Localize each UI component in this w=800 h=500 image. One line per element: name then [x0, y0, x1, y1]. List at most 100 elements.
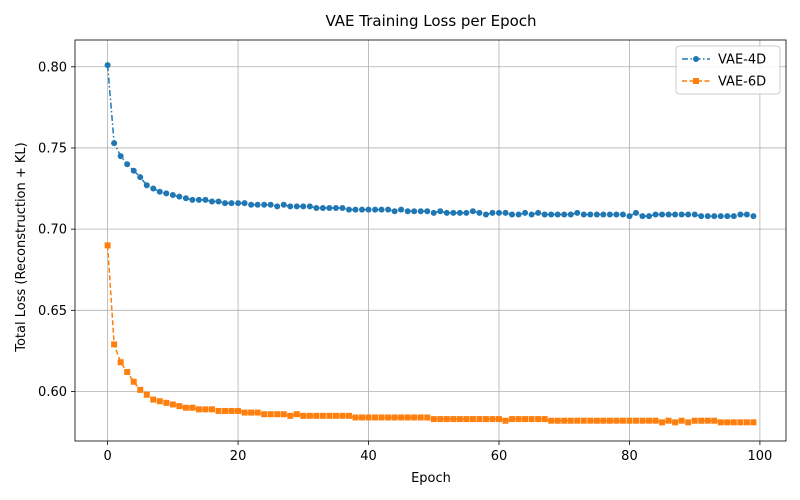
data-point [528, 416, 535, 423]
data-point [215, 407, 222, 414]
data-point [417, 414, 424, 421]
data-point [365, 414, 372, 421]
data-point [561, 417, 568, 424]
data-point [476, 416, 483, 423]
axes-frame [74, 39, 787, 442]
data-point [352, 414, 359, 421]
x-tick-label: 60 [491, 449, 508, 464]
data-point [391, 414, 398, 421]
data-point [222, 200, 229, 207]
data-point [391, 208, 398, 215]
data-point [306, 412, 313, 419]
data-point [580, 417, 587, 424]
data-point [522, 209, 529, 216]
data-point [378, 206, 385, 213]
data-point [730, 419, 737, 426]
data-point [143, 391, 150, 398]
data-point [267, 201, 274, 208]
data-point [300, 412, 307, 419]
x-tick-label: 40 [360, 449, 377, 464]
data-point [535, 416, 542, 423]
data-point [561, 211, 568, 218]
x-axis-label: Epoch [411, 471, 451, 486]
data-point [730, 213, 737, 220]
data-point [463, 209, 470, 216]
data-point [600, 211, 607, 218]
data-point [672, 419, 679, 426]
data-point [235, 200, 242, 207]
series-line [106, 245, 754, 424]
legend-marker [693, 56, 699, 62]
data-point [411, 208, 418, 215]
data-point [248, 409, 255, 416]
data-point [385, 206, 392, 213]
data-point [665, 211, 672, 218]
data-point [411, 414, 418, 421]
data-point [287, 412, 294, 419]
data-point [443, 209, 450, 216]
data-point [228, 200, 235, 207]
data-point [456, 416, 463, 423]
chart-title: VAE Training Loss per Epoch [325, 12, 536, 30]
data-point [215, 198, 222, 205]
data-point [404, 414, 411, 421]
data-point [711, 213, 718, 220]
data-point [574, 209, 581, 216]
data-point [717, 213, 724, 220]
data-point [189, 404, 196, 411]
data-point [359, 414, 366, 421]
data-point [124, 369, 131, 376]
data-point [163, 399, 170, 406]
data-point [554, 417, 561, 424]
y-tick-label: 0.80 [38, 60, 67, 75]
data-point [300, 203, 307, 210]
data-point [554, 211, 561, 218]
data-point [130, 167, 137, 174]
data-point [124, 161, 131, 168]
data-point [737, 419, 744, 426]
data-point [652, 417, 659, 424]
data-point [482, 416, 489, 423]
data-point [169, 192, 176, 199]
data-point [482, 211, 489, 218]
data-point [261, 201, 268, 208]
data-point [528, 211, 535, 218]
y-tick-label: 0.70 [38, 223, 67, 238]
data-point [163, 190, 170, 197]
data-point [424, 414, 431, 421]
data-point [750, 213, 757, 220]
data-point [632, 209, 639, 216]
data-point [326, 205, 333, 212]
data-point [430, 209, 437, 216]
data-point [548, 417, 555, 424]
data-point [156, 398, 163, 405]
data-point [704, 213, 711, 220]
data-point [280, 411, 287, 418]
data-point [313, 205, 320, 212]
data-point [430, 416, 437, 423]
data-point [228, 407, 235, 414]
data-point [580, 211, 587, 218]
data-point [502, 209, 509, 216]
data-point [639, 213, 646, 220]
data-point [261, 411, 268, 418]
data-point [130, 378, 137, 385]
data-point [515, 416, 522, 423]
data-point [143, 182, 150, 189]
data-point [678, 211, 685, 218]
data-point [743, 419, 750, 426]
data-point [293, 411, 300, 418]
data-point [469, 416, 476, 423]
data-point [241, 409, 248, 416]
data-point [156, 188, 163, 195]
data-point [176, 193, 183, 200]
data-point [646, 417, 653, 424]
data-point [678, 417, 685, 424]
data-point [626, 417, 633, 424]
data-point [208, 406, 215, 413]
data-point [613, 417, 620, 424]
data-point [659, 211, 666, 218]
data-point [737, 211, 744, 218]
data-point [541, 416, 548, 423]
data-point [509, 416, 516, 423]
